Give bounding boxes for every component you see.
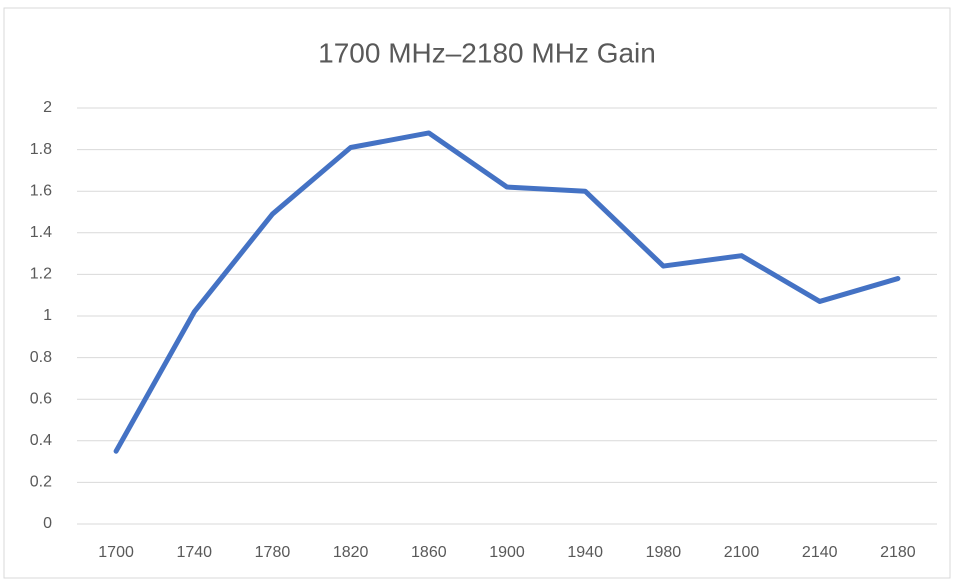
- y-tick-label: 1.4: [30, 224, 52, 241]
- x-tick-label: 2100: [724, 544, 760, 561]
- y-tick-label: 1.6: [30, 182, 52, 199]
- y-tick-label: 0.6: [30, 390, 52, 407]
- chart-title: 1700 MHz–2180 MHz Gain: [318, 37, 656, 68]
- x-tick-label: 1900: [489, 544, 525, 561]
- y-tick-label: 2: [43, 99, 52, 116]
- x-tick-label: 1860: [411, 544, 447, 561]
- y-tick-label: 1.8: [30, 141, 52, 158]
- y-tick-label: 0.4: [30, 432, 52, 449]
- x-tick-label: 1980: [646, 544, 682, 561]
- y-tick-label: 1.2: [30, 266, 52, 283]
- y-tick-label: 0.8: [30, 349, 52, 366]
- y-tick-label: 0: [43, 515, 52, 532]
- x-tick-label: 1940: [567, 544, 603, 561]
- x-tick-label: 1700: [98, 544, 134, 561]
- x-tick-label: 2140: [802, 544, 838, 561]
- x-tick-label: 1780: [255, 544, 291, 561]
- x-tick-label: 1740: [176, 544, 212, 561]
- y-tick-label: 1: [43, 307, 52, 324]
- chart-frame: [3, 7, 951, 579]
- x-tick-label: 1820: [333, 544, 369, 561]
- line-series: [113, 130, 901, 454]
- y-tick-label: 0.2: [30, 474, 52, 491]
- x-tick-label: 2180: [880, 544, 916, 561]
